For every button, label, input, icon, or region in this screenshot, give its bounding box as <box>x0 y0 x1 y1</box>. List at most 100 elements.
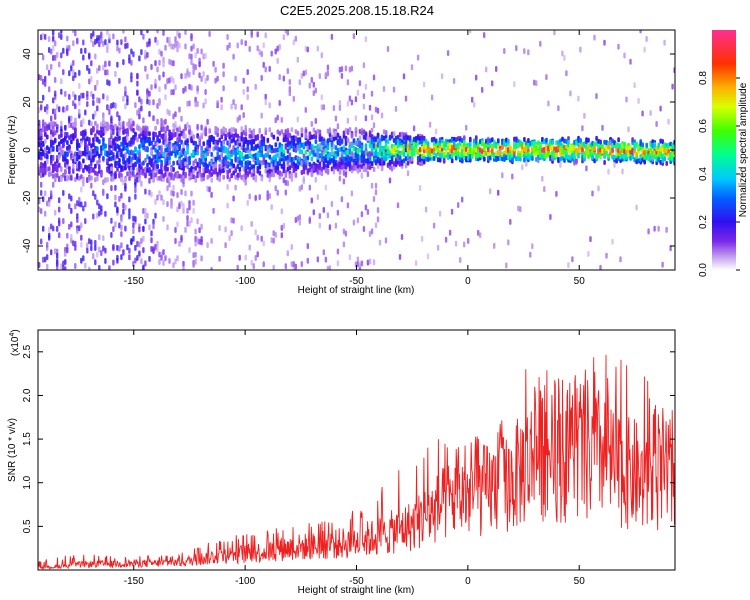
heatmap-cell <box>625 152 628 158</box>
heatmap-noise-cell <box>617 43 620 50</box>
heatmap-noise-cell <box>78 197 81 203</box>
heatmap-cell <box>613 155 616 161</box>
heatmap-noise-cell <box>340 72 344 79</box>
heatmap-cell <box>342 160 346 166</box>
heatmap-noise-cell <box>230 230 233 237</box>
heatmap-noise-cell <box>80 257 83 264</box>
heatmap-cell <box>356 156 360 162</box>
heatmap-cell <box>290 171 294 177</box>
heatmap-noise-cell <box>326 70 330 77</box>
heatmap-cell <box>326 160 330 166</box>
heatmap-noise-cell <box>120 121 123 128</box>
heatmap-cell <box>615 157 618 163</box>
heatmap-noise-cell <box>358 261 362 268</box>
heatmap-noise-cell <box>60 30 63 34</box>
heatmap-cell <box>224 127 227 133</box>
heatmap-cell <box>60 176 63 182</box>
heatmap-noise-cell <box>150 246 153 252</box>
heatmap-noise-cell <box>118 129 121 136</box>
heatmap-noise-cell <box>132 120 135 127</box>
heatmap-cell <box>124 165 127 171</box>
heatmap-noise-cell <box>102 190 105 197</box>
heatmap-cell <box>521 144 524 150</box>
heatmap-noise-cell <box>356 261 360 267</box>
heatmap-cell <box>621 148 624 153</box>
heatmap-cell <box>280 163 284 169</box>
heatmap-cell <box>587 149 590 155</box>
heatmap-cell <box>148 141 151 147</box>
heatmap-cell <box>204 162 207 167</box>
heatmap-cell <box>432 141 436 146</box>
heatmap-cell <box>268 168 272 174</box>
heatmap-cell <box>410 150 414 155</box>
heatmap-cell <box>230 149 233 155</box>
heatmap-cell <box>549 145 552 151</box>
heatmap-noise-cell <box>314 176 317 183</box>
heatmap-noise-cell <box>74 156 77 163</box>
heatmap-cell <box>164 147 167 153</box>
heatmap-cell <box>310 156 314 162</box>
heatmap-cell <box>262 157 266 163</box>
heatmap-cell <box>140 138 143 144</box>
heatmap-cell <box>124 160 127 166</box>
heatmap-noise-cell <box>146 212 149 219</box>
heatmap-noise-cell <box>80 163 83 170</box>
heatmap-cell <box>444 142 448 148</box>
heatmap-cell <box>128 155 131 161</box>
heatmap-cell <box>517 156 520 162</box>
heatmap-noise-cell <box>344 230 348 237</box>
heatmap-cell <box>176 149 179 155</box>
heatmap-cell <box>362 150 366 156</box>
heatmap-cell <box>669 151 672 157</box>
heatmap-noise-cell <box>62 264 65 270</box>
heatmap-noise-cell <box>120 192 123 199</box>
heatmap-cell <box>206 174 209 180</box>
heatmap-noise-cell <box>58 61 61 68</box>
heatmap-noise-cell <box>202 71 205 78</box>
heatmap-noise-cell <box>162 216 165 222</box>
heatmap-cell <box>663 142 666 148</box>
heatmap-noise-cell <box>74 94 77 101</box>
heatmap-noise-cell <box>178 240 181 247</box>
heatmap-cell <box>200 159 203 165</box>
heatmap-noise-cell <box>252 168 255 175</box>
heatmap-noise-cell <box>192 63 195 70</box>
heatmap-cell <box>565 155 568 161</box>
heatmap-noise-cell <box>633 82 636 89</box>
snr-x-ticks: -150 -100 -50 0 50 <box>124 330 585 587</box>
heatmap-cell <box>354 165 358 171</box>
heatmap-cell <box>166 152 169 158</box>
heatmap-noise-cell <box>120 242 123 249</box>
heatmap-cell <box>426 145 430 150</box>
heatmap-cell <box>627 152 630 158</box>
heatmap-noise-cell <box>346 100 350 107</box>
heatmap-cell <box>296 164 300 170</box>
colorbar-tick-label: 0.0 <box>698 263 709 277</box>
heatmap-noise-cell <box>547 100 550 107</box>
heatmap-cell <box>394 135 398 141</box>
heatmap-cell <box>491 137 494 143</box>
heatmap-noise-cell <box>521 164 524 171</box>
heatmap-cell <box>288 173 292 179</box>
heatmap-cell <box>601 148 604 154</box>
heatmap-cell <box>66 145 69 151</box>
heatmap-cell <box>240 136 244 142</box>
heatmap-cell <box>192 140 195 146</box>
heatmap-cell <box>448 148 452 154</box>
heatmap-cell <box>513 153 516 159</box>
heatmap-cell <box>234 140 237 146</box>
heatmap-cell <box>330 166 334 172</box>
heatmap-noise-cell <box>356 217 360 224</box>
heatmap-noise-cell <box>661 261 664 268</box>
heatmap-noise-cell <box>82 255 85 262</box>
snr-y-tick-label: 0.5 <box>22 519 33 533</box>
heatmap-noise-cell <box>288 79 291 85</box>
heatmap-cell <box>214 129 217 135</box>
heatmap-cell <box>601 144 604 150</box>
heatmap-noise-cell <box>82 134 85 141</box>
heatmap-cell <box>278 147 282 153</box>
heatmap-cell <box>210 134 213 140</box>
heatmap-cell <box>234 128 237 134</box>
heatmap-noise-cell <box>180 161 183 168</box>
heatmap-noise-cell <box>635 204 638 211</box>
